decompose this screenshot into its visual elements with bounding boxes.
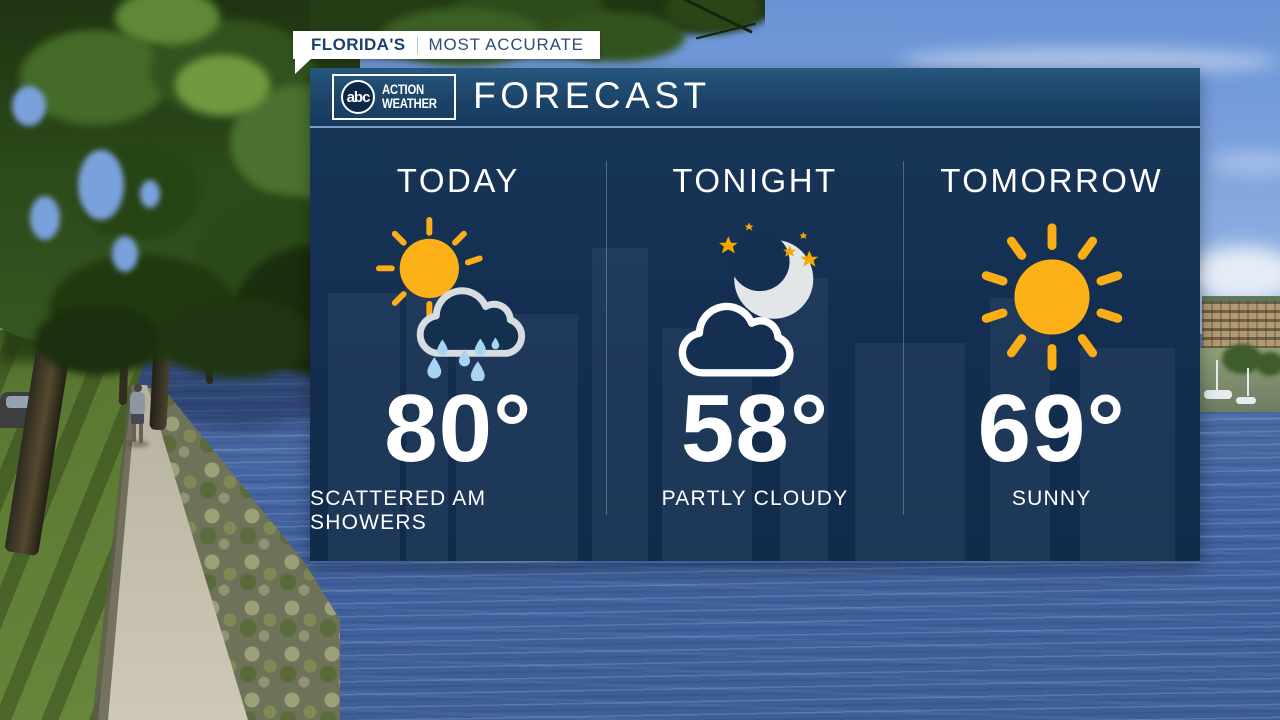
condition-text: PARTLY CLOUDY	[661, 486, 849, 510]
boat	[1204, 390, 1232, 399]
column-divider	[606, 161, 607, 515]
cloud	[1188, 246, 1280, 302]
boat-mast	[1216, 360, 1218, 390]
forecast-column-today: TODAY	[310, 128, 607, 561]
badge-primary-text: FLORIDA'S	[311, 35, 406, 54]
forecast-column-tomorrow: TOMORROW	[903, 128, 1200, 561]
column-label: TODAY	[396, 162, 520, 199]
column-divider	[903, 161, 904, 515]
badge-secondary-text: MOST ACCURATE	[428, 35, 584, 54]
waterfront-park	[0, 0, 405, 720]
temperature-value: 69°	[977, 374, 1126, 482]
panel-body: TODAY	[310, 128, 1200, 561]
abc-logo-text: abc	[346, 88, 371, 106]
sun-icon	[968, 213, 1136, 381]
forecast-column-tonight: TONIGHT	[607, 128, 904, 561]
walking-person	[126, 384, 150, 447]
badge-divider	[416, 36, 418, 54]
abc-logo-icon: abc	[341, 80, 375, 114]
skyline-silhouette	[310, 128, 1200, 561]
condition-text: SCATTERED AM SHOWERS	[310, 486, 487, 534]
column-label: TONIGHT	[672, 162, 838, 199]
panel-header: abc ACTION WEATHER FORECAST	[310, 68, 1200, 128]
action-weather-wordmark: ACTION WEATHER	[382, 82, 437, 111]
brand-badge: FLORIDA'S MOST ACCURATE	[293, 31, 600, 74]
forecast-panel: abc ACTION WEATHER FORECAST	[310, 68, 1200, 563]
temperature-value: 58°	[680, 374, 830, 482]
abc-action-weather-logo: abc ACTION WEATHER	[332, 74, 457, 120]
palm-tree	[1222, 344, 1262, 374]
boat-mast	[1247, 368, 1249, 396]
column-label: TOMORROW	[940, 162, 1164, 199]
palm-tree	[1256, 352, 1280, 376]
sun-behind-rain-cloud-icon	[374, 213, 542, 381]
moon-stars-cloud-icon	[671, 213, 839, 381]
condition-text: SUNNY	[1011, 486, 1092, 510]
tree-canopy	[0, 0, 405, 400]
panel-title: FORECAST	[473, 75, 711, 116]
cloud	[1210, 150, 1280, 176]
boat	[1236, 397, 1256, 404]
temperature-value: 80°	[384, 374, 533, 482]
